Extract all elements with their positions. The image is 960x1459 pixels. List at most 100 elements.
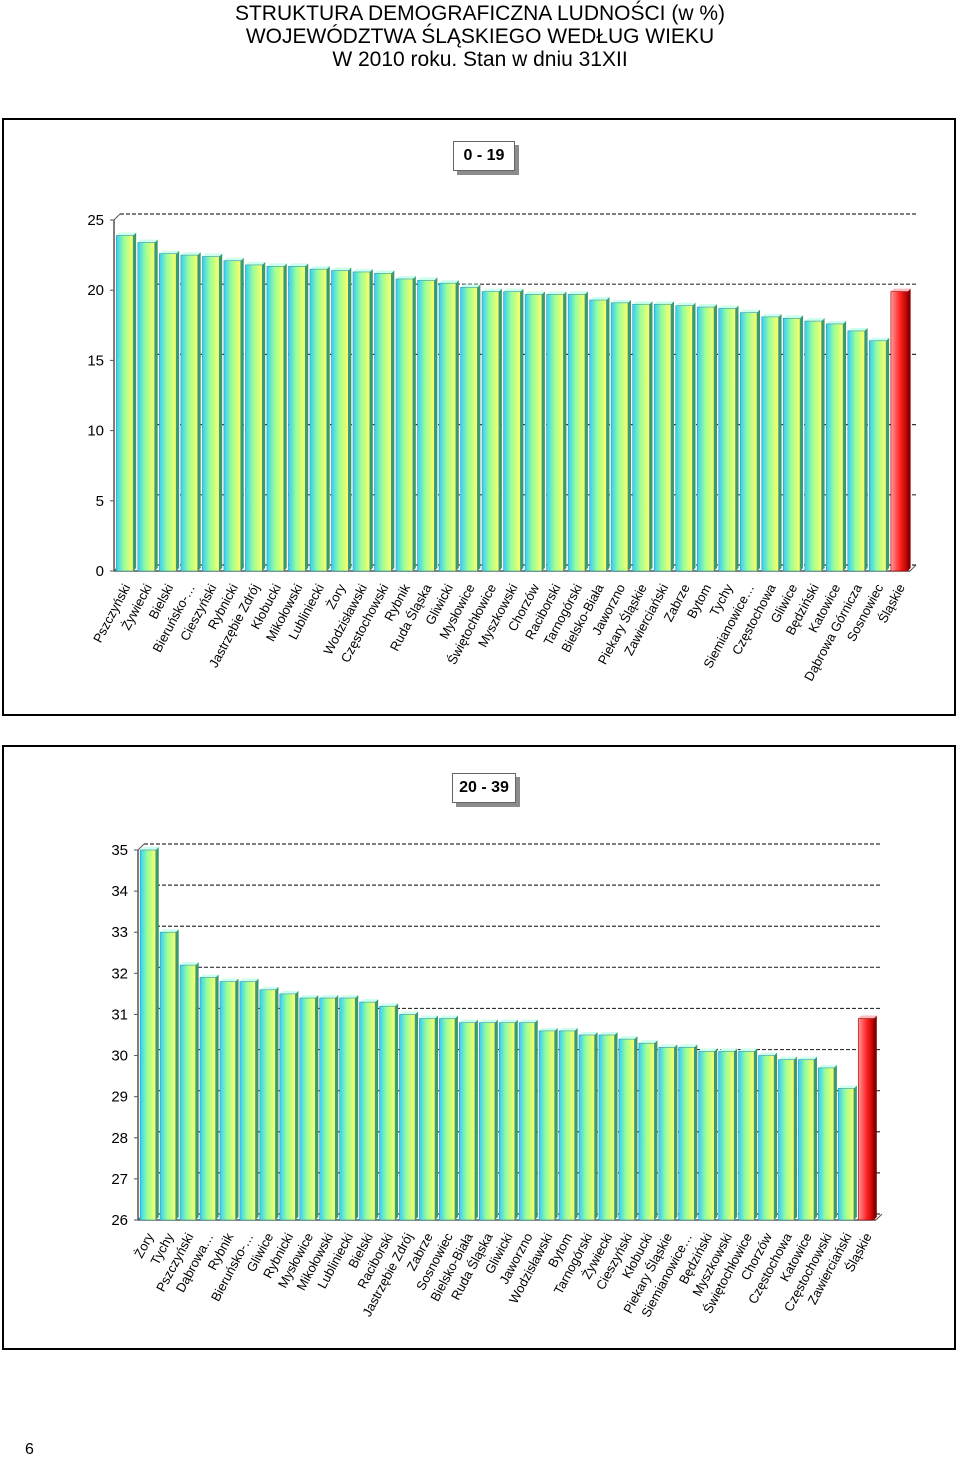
bar (758, 1052, 778, 1221)
bar (675, 302, 696, 572)
bar (610, 299, 631, 572)
bar (558, 1027, 578, 1221)
bar (199, 974, 219, 1221)
bar (439, 1015, 458, 1221)
bar (696, 304, 718, 572)
y-tick-label: 0 (96, 563, 104, 580)
bar (266, 263, 287, 572)
bar (538, 1027, 558, 1221)
bar (417, 277, 438, 572)
bar (139, 847, 159, 1221)
bar (223, 257, 244, 572)
bar (359, 999, 379, 1221)
bar (578, 1032, 598, 1221)
page-title-line-1: STRUKTURA DEMOGRAFICZNA LUDNOŚCI (w %) (234, 2, 726, 25)
bar (180, 252, 201, 572)
y-tick-label: 20 (87, 282, 104, 299)
y-tick-label: 27 (111, 1171, 128, 1188)
bar (890, 288, 911, 572)
y-tick-label: 29 (111, 1089, 128, 1106)
bar (395, 275, 416, 572)
chart-20-39-plot: 26272829303132333435ŻoryTychyPszczyńskiD… (111, 842, 883, 1320)
bar (419, 1015, 438, 1221)
bar (288, 263, 309, 572)
y-tick-label: 33 (111, 924, 128, 941)
y-tick-label: 31 (111, 1006, 128, 1023)
bar (137, 239, 158, 572)
bar (739, 309, 761, 572)
bar (518, 1019, 538, 1221)
bar (778, 1056, 798, 1221)
chart-0-19-title: 0 - 19 (453, 141, 515, 171)
bar (299, 995, 319, 1221)
chart-age-0-19: 0 5 10 15 20 25 Pszczyński Żywiecki Bielski Bieru… (2, 118, 956, 716)
y-tick-label: 34 (111, 883, 128, 900)
y-tick-label: 30 (111, 1048, 128, 1065)
bar (352, 268, 373, 572)
y-tick-label: 32 (111, 965, 128, 982)
bar (826, 320, 847, 572)
bar (524, 291, 545, 572)
bar (718, 1048, 738, 1221)
chart-age-20-39: 26 27 28 29 30 31 32 33 34 35 Żory Tychy Pszczyński D… (2, 745, 956, 1350)
bar (245, 261, 266, 572)
bar (632, 301, 653, 572)
bar (718, 305, 739, 572)
bar (498, 1019, 518, 1221)
bar (782, 315, 804, 572)
bar (653, 301, 674, 572)
bar (159, 250, 180, 572)
bar (503, 288, 524, 572)
bar (219, 978, 239, 1221)
bar (598, 1032, 618, 1221)
bar (678, 1044, 698, 1221)
bar (259, 986, 279, 1221)
bar (438, 280, 459, 572)
bar (567, 291, 588, 572)
bar (804, 318, 825, 572)
page-title-line-2: WOJEWÓDZTWA ŚLĄSKIEGO WEDŁUG WIEKU (245, 25, 715, 48)
bar (738, 1048, 758, 1221)
bar (618, 1036, 638, 1221)
bar (379, 1003, 399, 1221)
y-tick-label: 28 (111, 1130, 128, 1147)
bar (399, 1011, 419, 1221)
y-tick-label: 25 (87, 212, 104, 229)
bar (838, 1085, 857, 1221)
bar (331, 267, 352, 572)
bar (857, 1015, 877, 1221)
bar (761, 313, 782, 572)
y-tick-label: 5 (96, 493, 104, 510)
bar (239, 978, 259, 1221)
chart-20-39-title: 20 - 39 (452, 773, 516, 803)
y-tick-label: 26 (111, 1212, 128, 1229)
bar (658, 1044, 678, 1221)
y-tick-label: 15 (87, 352, 104, 369)
bar (179, 962, 199, 1221)
bar (374, 270, 395, 572)
page-number: 6 (25, 1441, 34, 1458)
bar (319, 995, 339, 1221)
bar (339, 995, 359, 1221)
bar (116, 232, 137, 572)
bar (638, 1040, 658, 1221)
bar (818, 1064, 837, 1221)
bar (698, 1048, 718, 1221)
bar (869, 337, 890, 572)
bar (460, 284, 481, 572)
bar (309, 266, 330, 572)
bar (798, 1056, 817, 1221)
bar (279, 990, 299, 1221)
bar (159, 929, 179, 1221)
bar (847, 327, 868, 572)
page-title-line-3: W 2010 roku. Stan w dniu 31XII (332, 48, 628, 71)
bar (202, 253, 223, 572)
bar (478, 1019, 498, 1221)
bar (459, 1019, 478, 1221)
y-tick-label: 35 (111, 842, 128, 859)
bar (481, 288, 502, 572)
page-title: STRUKTURA DEMOGRAFICZNA LUDNOŚCI (w %) W… (0, 2, 960, 71)
y-tick-label: 10 (87, 423, 104, 440)
chart-0-19-plot: 0510152025PszczyńskiŻywieckiBielskiBieru… (87, 212, 917, 683)
bar (546, 291, 567, 572)
